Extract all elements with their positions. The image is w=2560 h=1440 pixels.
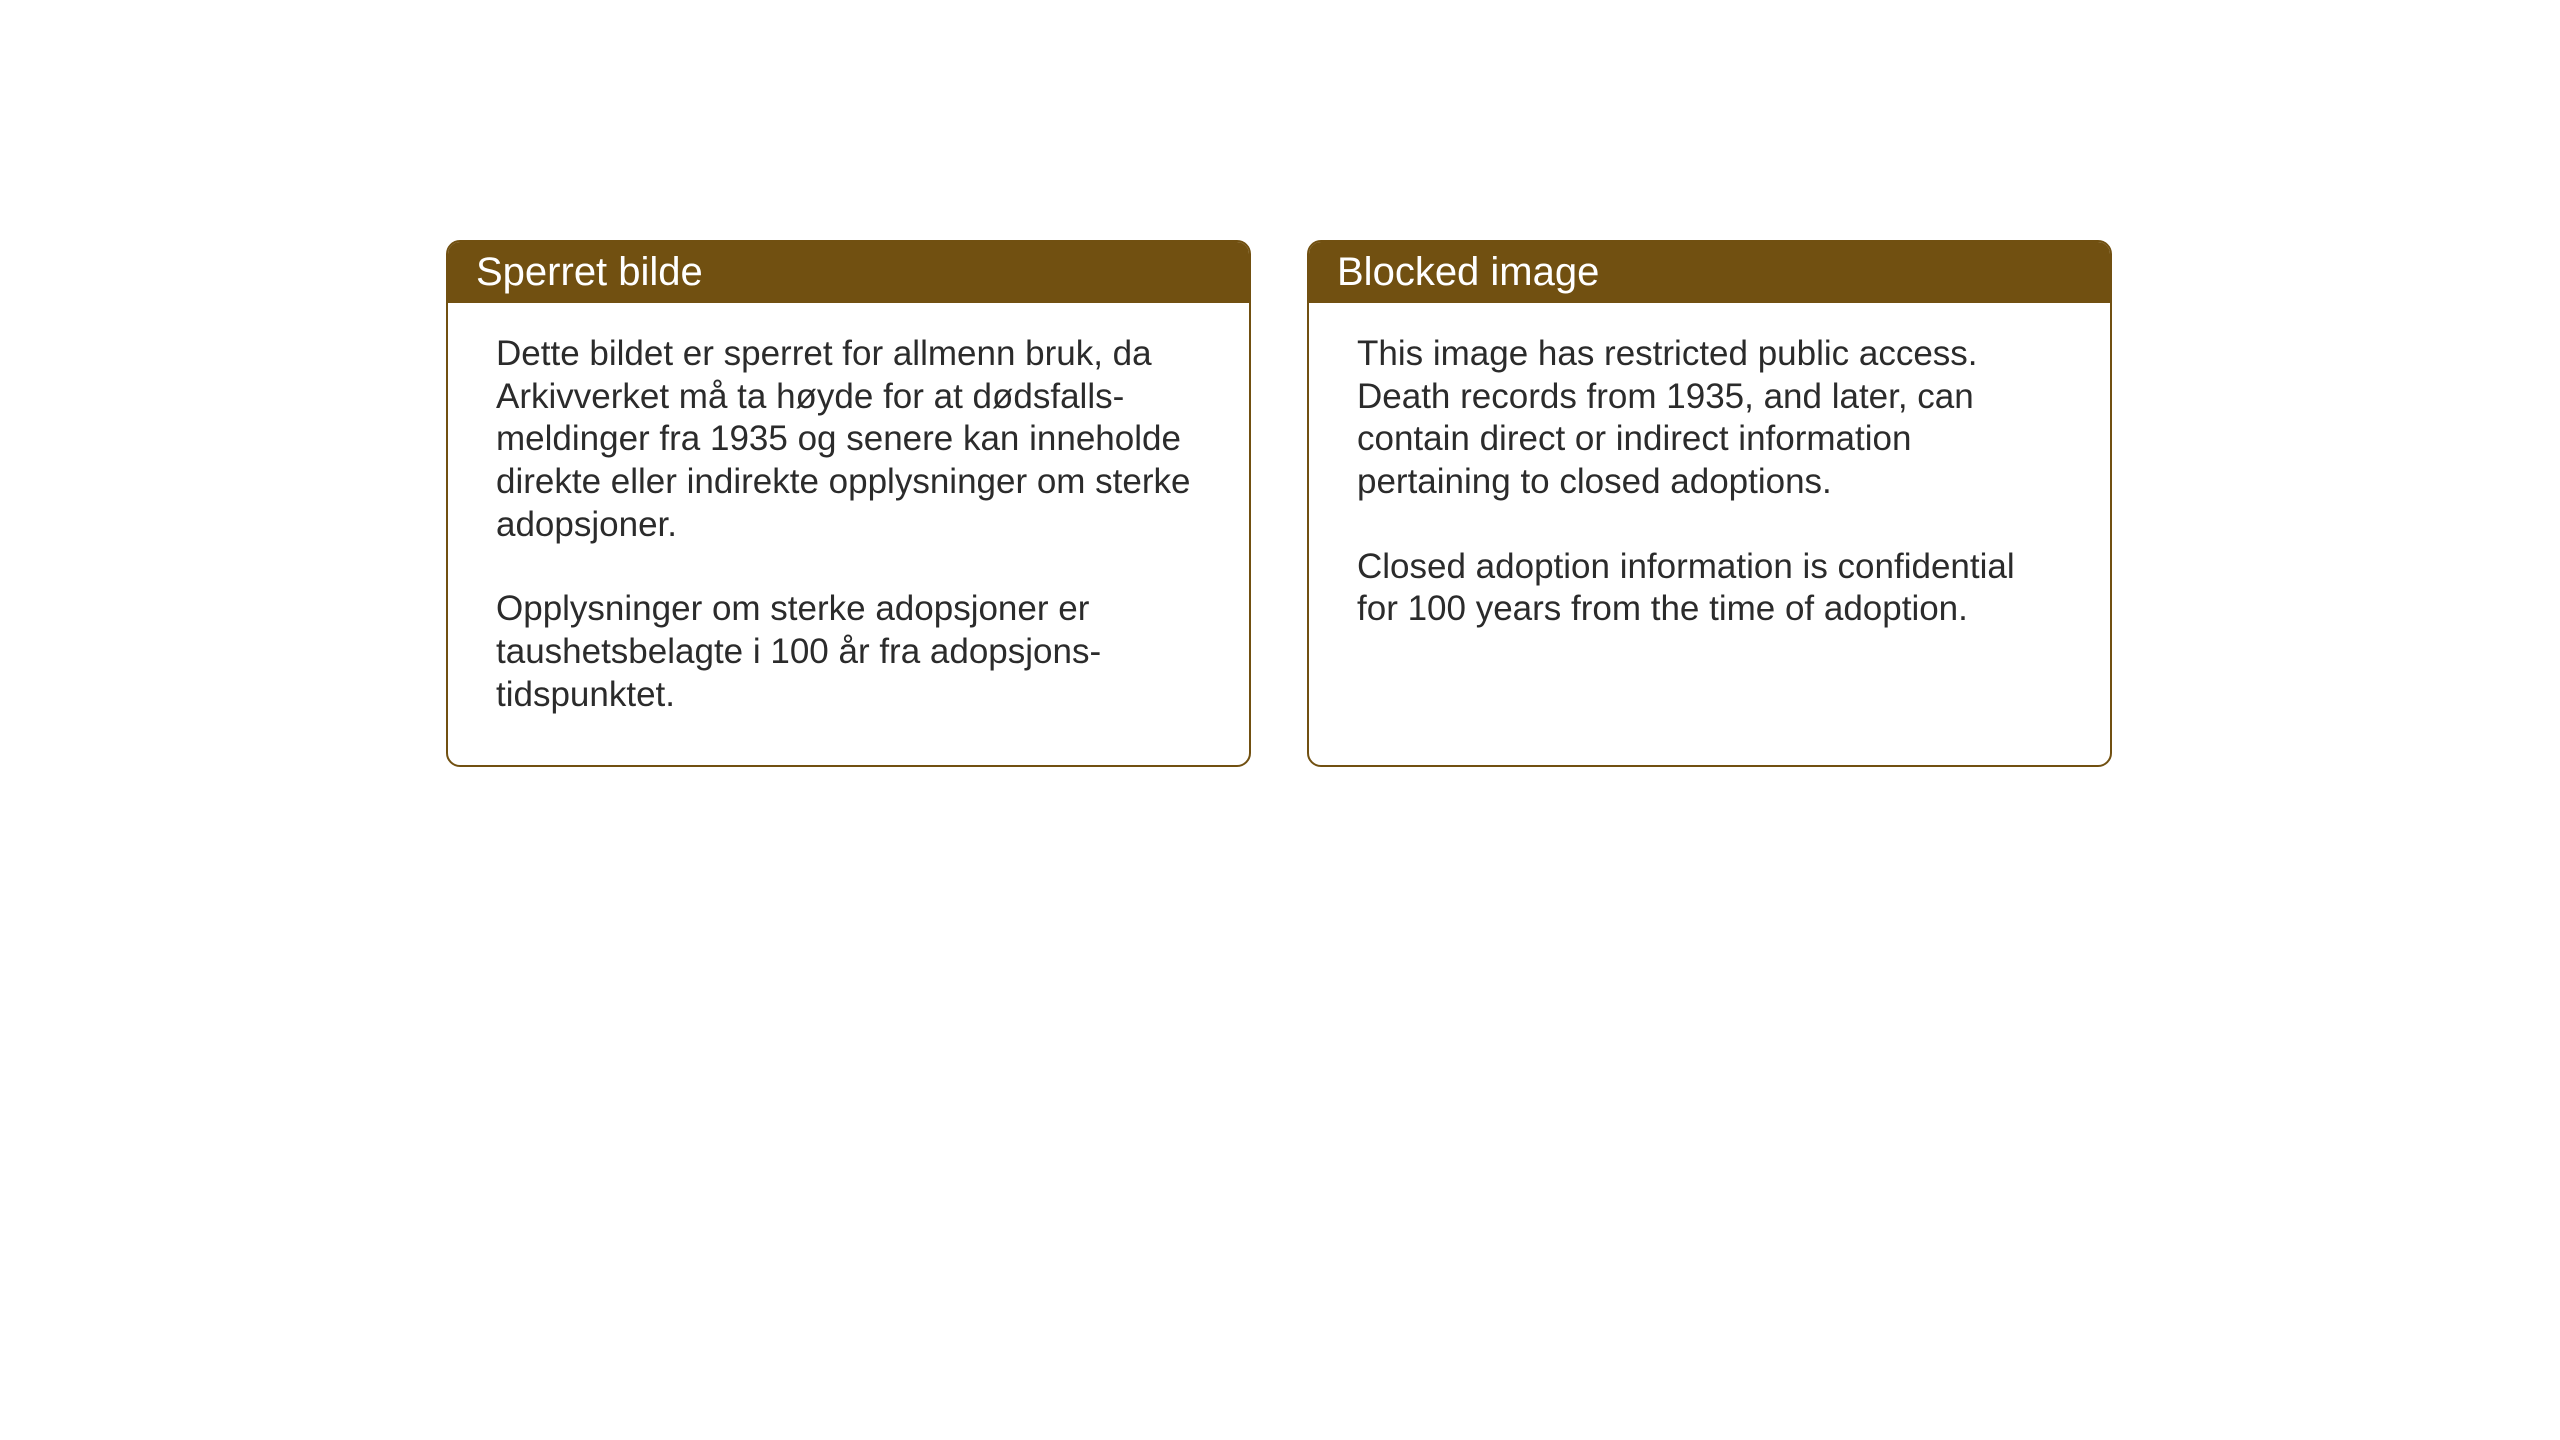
notice-paragraph-1-english: This image has restricted public access.…	[1357, 333, 2062, 504]
notice-paragraph-1-norwegian: Dette bildet er sperret for allmenn bruk…	[496, 333, 1201, 546]
notice-paragraph-2-norwegian: Opplysninger om sterke adopsjoner er tau…	[496, 588, 1201, 716]
notice-header-norwegian: Sperret bilde	[448, 242, 1249, 303]
notice-paragraph-2-english: Closed adoption information is confident…	[1357, 546, 2062, 631]
notice-title-norwegian: Sperret bilde	[476, 250, 703, 294]
notice-container: Sperret bilde Dette bildet er sperret fo…	[446, 240, 2112, 767]
notice-body-english: This image has restricted public access.…	[1309, 303, 2110, 679]
notice-header-english: Blocked image	[1309, 242, 2110, 303]
notice-card-english: Blocked image This image has restricted …	[1307, 240, 2112, 767]
notice-card-norwegian: Sperret bilde Dette bildet er sperret fo…	[446, 240, 1251, 767]
notice-title-english: Blocked image	[1337, 250, 1599, 294]
notice-body-norwegian: Dette bildet er sperret for allmenn bruk…	[448, 303, 1249, 765]
